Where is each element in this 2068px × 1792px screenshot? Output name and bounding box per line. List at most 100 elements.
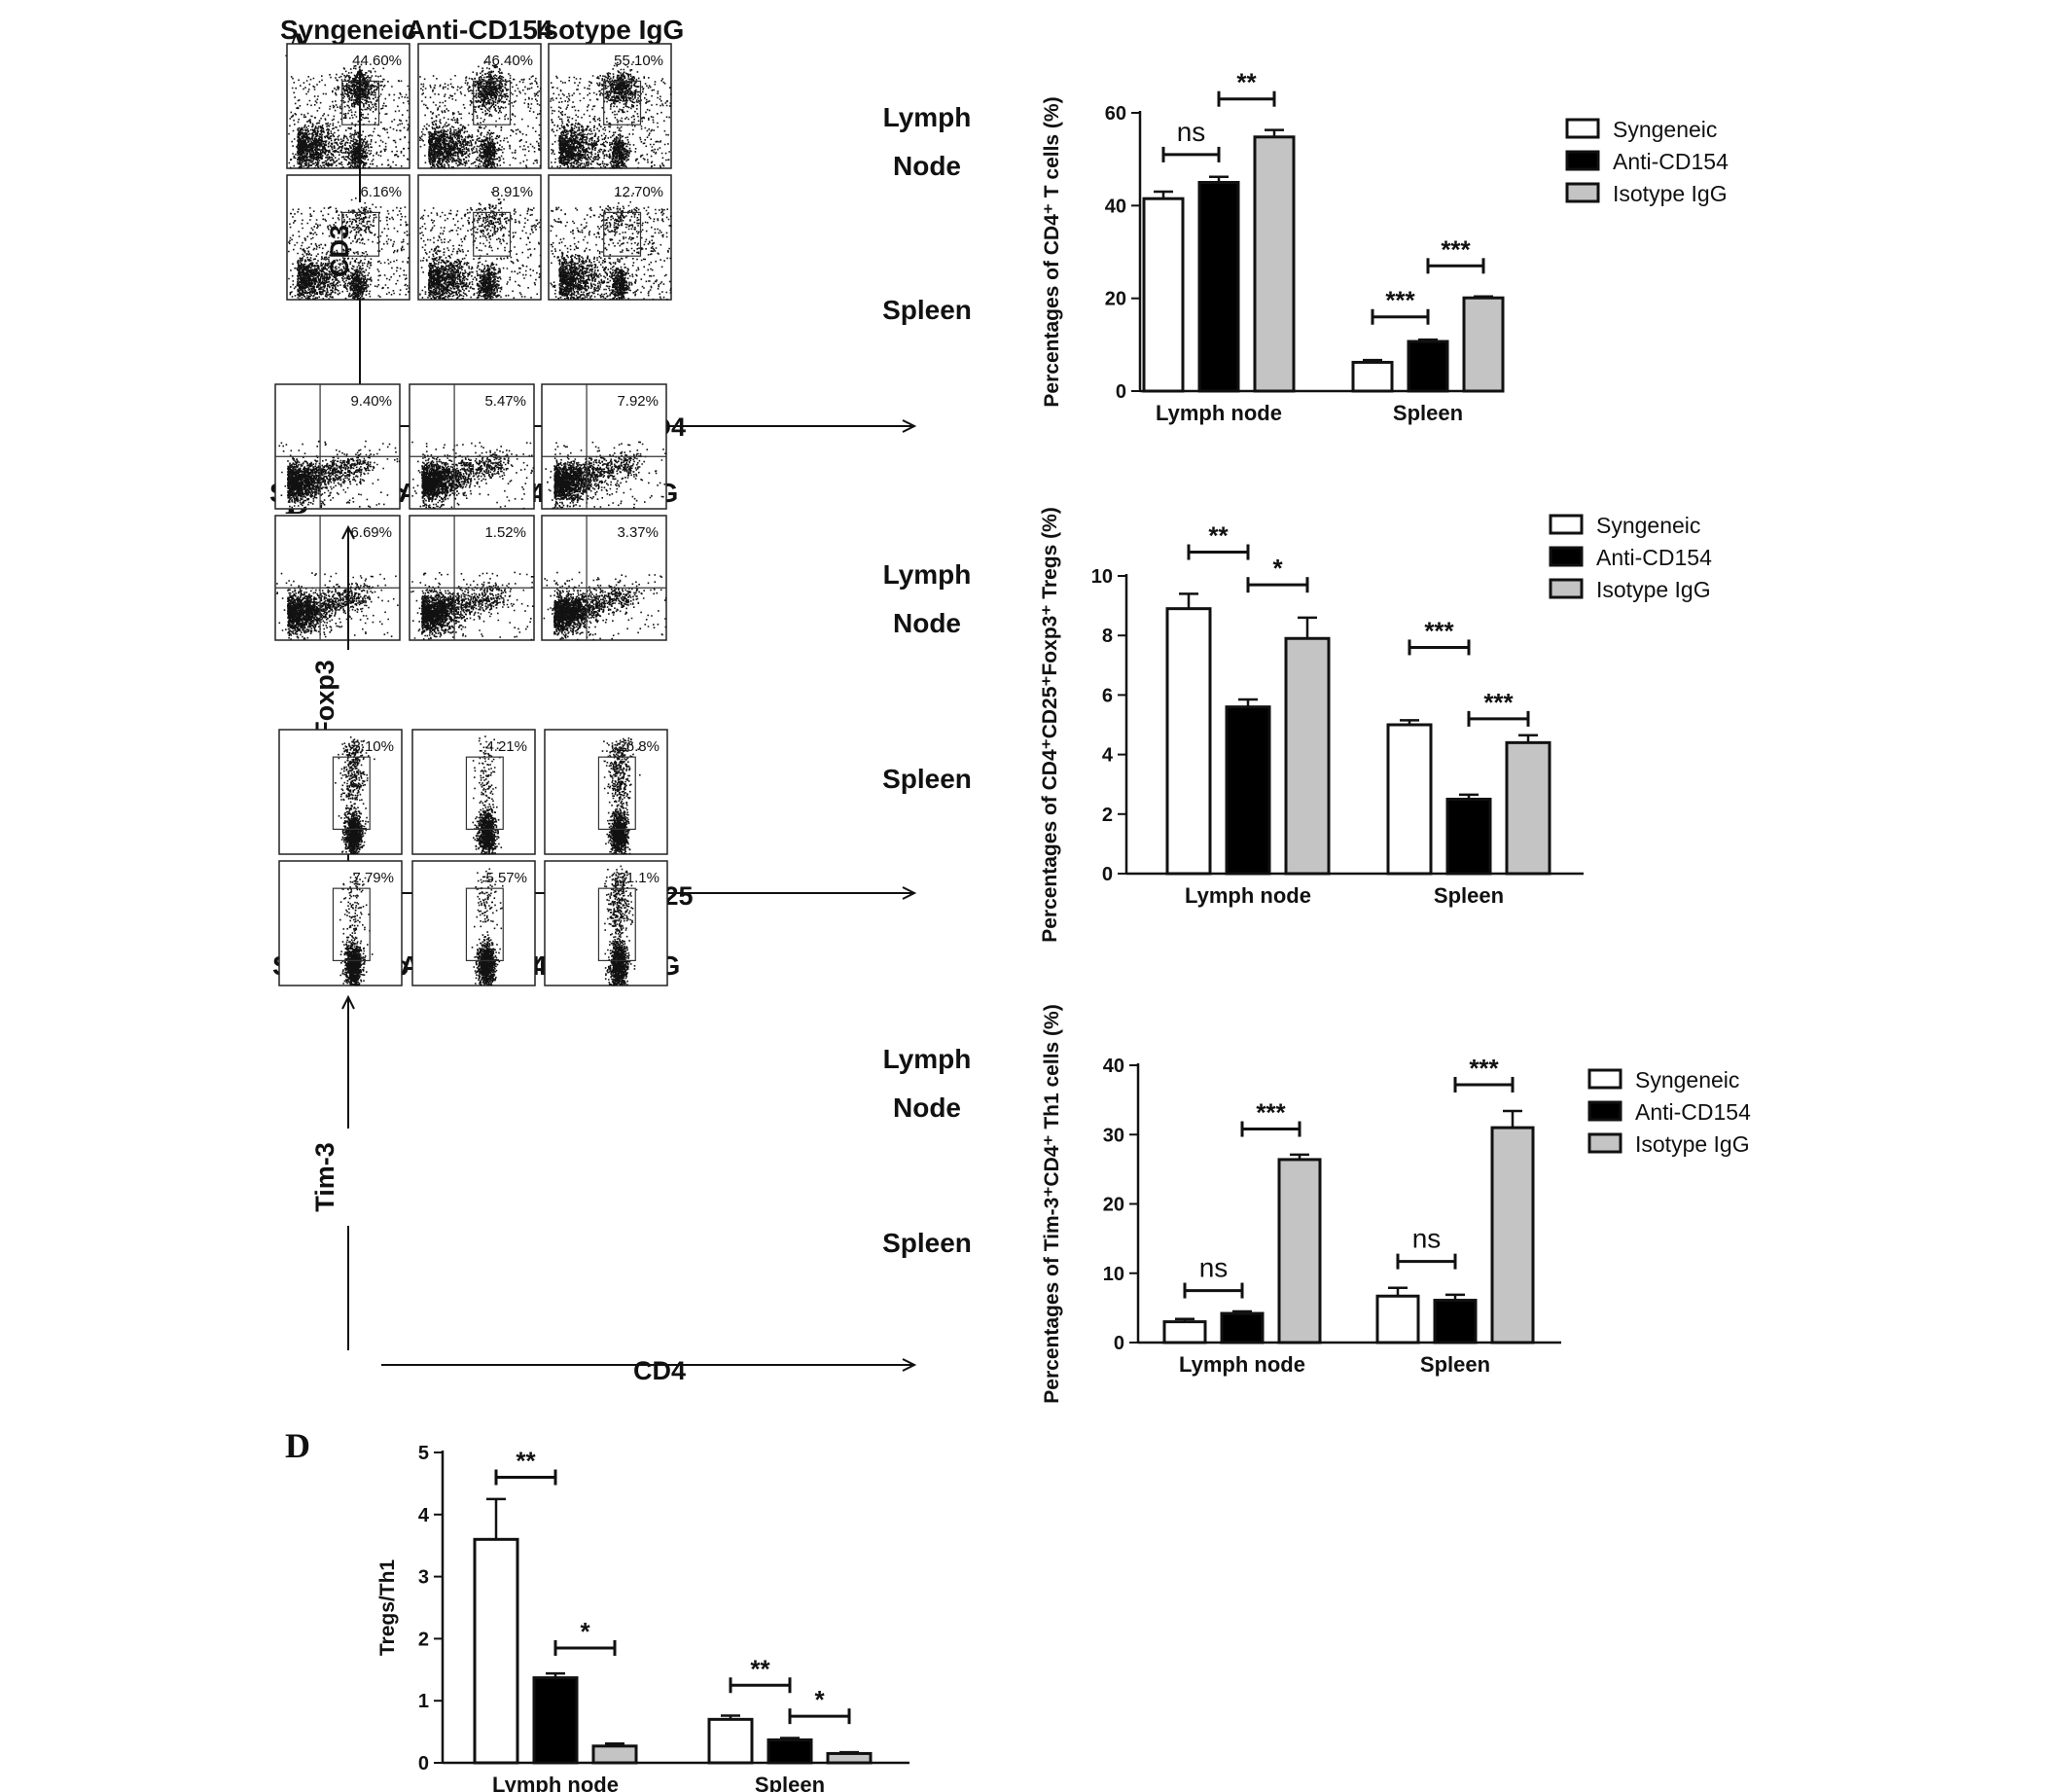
bar-isotype-igg bbox=[1253, 135, 1296, 393]
y-axis-label: Percentages of CD4⁺CD25⁺Foxp3⁺ Tregs (%) bbox=[1039, 507, 1061, 943]
flow-plot bbox=[417, 43, 542, 169]
row-label-line: Spleen bbox=[882, 295, 972, 325]
significance-label: *** bbox=[1483, 688, 1514, 717]
y-tick-label: 4 bbox=[1102, 745, 1114, 767]
event-dots bbox=[410, 571, 534, 641]
bar-chart-b: 0 2 4 6 8 10 Percentages of CD4⁺CD25⁺Foxp3⁺ Tr… bbox=[1039, 507, 1712, 943]
y-tick-label: 2 bbox=[418, 1629, 429, 1650]
bar-anti-cd154 bbox=[1197, 181, 1240, 393]
bar-syngeneic bbox=[1162, 1320, 1207, 1344]
gate-box bbox=[473, 80, 512, 125]
significance-label: * bbox=[814, 1685, 825, 1714]
row-label-line: Node bbox=[893, 1093, 961, 1123]
flow-row-label: Lymph Node bbox=[883, 102, 972, 181]
significance-label: * bbox=[580, 1617, 590, 1646]
event-dots bbox=[543, 571, 667, 641]
flow-plot bbox=[278, 860, 403, 986]
significance-label: *** bbox=[1385, 286, 1415, 315]
gate-percentage: 6.16% bbox=[360, 184, 402, 200]
plot-frame bbox=[544, 860, 668, 986]
gate-box bbox=[597, 756, 636, 830]
event-dots bbox=[472, 735, 503, 855]
y-tick-label: 10 bbox=[1091, 566, 1113, 588]
gate-box bbox=[597, 887, 636, 961]
gate-percentage: 6.69% bbox=[350, 524, 392, 541]
legend-label: Isotype IgG bbox=[1635, 1131, 1750, 1157]
bar-anti-cd154 bbox=[767, 1738, 813, 1765]
significance-label: * bbox=[1272, 554, 1283, 583]
significance-label: ns bbox=[1199, 1253, 1229, 1283]
significance-label: *** bbox=[1469, 1054, 1499, 1083]
y-axis-label: Tregs/Th1 bbox=[376, 1559, 399, 1657]
y-axis-label: Percentages of CD4⁺ T cells (%) bbox=[1041, 96, 1063, 407]
y-tick-label: 10 bbox=[1103, 1264, 1124, 1285]
arrow-head bbox=[341, 994, 355, 1010]
category-label: Spleen bbox=[1434, 883, 1504, 908]
bar-isotype-igg bbox=[826, 1751, 873, 1765]
category-label: Lymph node bbox=[1156, 401, 1282, 425]
event-dots bbox=[276, 572, 399, 640]
flow-plot bbox=[274, 383, 401, 510]
row-label-line: Spleen bbox=[882, 764, 972, 794]
flow-plot bbox=[544, 729, 668, 855]
significance-label: ** bbox=[1236, 68, 1257, 97]
flow-plot bbox=[541, 515, 667, 641]
row-label-line: Spleen bbox=[882, 1228, 972, 1258]
legend-swatch bbox=[1549, 546, 1584, 567]
legend-swatch bbox=[1587, 1068, 1622, 1090]
bar-chart-a: 0 20 40 60 Percentages of CD4⁺ T cells (%) Ly… bbox=[1041, 68, 1729, 425]
bar-anti-cd154 bbox=[1220, 1311, 1265, 1344]
event-dots bbox=[411, 441, 535, 510]
flow-plot bbox=[278, 729, 403, 855]
flow-row-label: Lymph Node bbox=[883, 1044, 972, 1123]
legend-swatch bbox=[1549, 514, 1584, 535]
bar-isotype-igg bbox=[591, 1744, 638, 1765]
event-dots bbox=[419, 191, 542, 301]
plot-frame bbox=[278, 729, 403, 855]
significance-label: ** bbox=[516, 1447, 536, 1476]
arrow-head bbox=[341, 524, 355, 540]
flow-column-header: Anti-CD154 bbox=[407, 15, 553, 45]
bar-isotype-igg bbox=[1462, 296, 1505, 393]
significance-label: ** bbox=[750, 1654, 770, 1683]
gate-percentage: 3.37% bbox=[617, 524, 659, 541]
flow-row-label: Spleen bbox=[882, 764, 972, 794]
bar-chart-c: 0 10 20 30 40 Percentages of Tim-3⁺CD4⁺ Th1 c… bbox=[1041, 1004, 1751, 1403]
significance-label: ns bbox=[1177, 117, 1206, 147]
gate-percentage: 4.21% bbox=[485, 738, 527, 755]
bar-isotype-igg bbox=[1284, 636, 1331, 876]
y-tick-label: 40 bbox=[1103, 1056, 1124, 1077]
y-tick-label: 2 bbox=[1102, 805, 1113, 826]
flow-plot bbox=[411, 860, 536, 986]
bar-isotype-igg bbox=[1277, 1158, 1322, 1344]
gate-box bbox=[465, 756, 504, 830]
event-dots bbox=[550, 193, 672, 301]
flow-plot bbox=[548, 43, 672, 169]
legend-label: Anti-CD154 bbox=[1596, 545, 1712, 570]
y-tick-label: 20 bbox=[1103, 1195, 1124, 1216]
bar-anti-cd154 bbox=[1445, 798, 1492, 876]
category-label: Spleen bbox=[1393, 401, 1463, 425]
row-label-line: Lymph bbox=[883, 102, 972, 132]
bar-syngeneic bbox=[1386, 723, 1433, 876]
y-tick-label: 0 bbox=[418, 1753, 429, 1774]
gate-percentage: 8.91% bbox=[491, 184, 533, 200]
arrow-head bbox=[902, 1358, 917, 1372]
y-tick-label: 30 bbox=[1103, 1125, 1124, 1146]
legend-label: Syngeneic bbox=[1613, 117, 1717, 142]
flow-y-axis-label: Tim-3 bbox=[310, 1142, 339, 1212]
gate-percentage: 26.8% bbox=[618, 738, 660, 755]
flow-x-axis-label: CD4 bbox=[633, 1356, 686, 1385]
gate-percentage: 5.47% bbox=[484, 393, 526, 410]
arrow-head bbox=[353, 67, 367, 83]
row-label-line: Lymph bbox=[883, 559, 972, 590]
y-axis-label: Percentages of Tim-3⁺CD4⁺ Th1 cells (%) bbox=[1041, 1004, 1063, 1403]
gate-box bbox=[332, 756, 371, 830]
legend-swatch bbox=[1565, 150, 1600, 171]
significance-label: *** bbox=[1256, 1098, 1286, 1128]
row-label-line: Node bbox=[893, 151, 961, 181]
gate-percentage: 5.57% bbox=[485, 870, 527, 886]
category-label: Lymph node bbox=[1185, 883, 1311, 908]
